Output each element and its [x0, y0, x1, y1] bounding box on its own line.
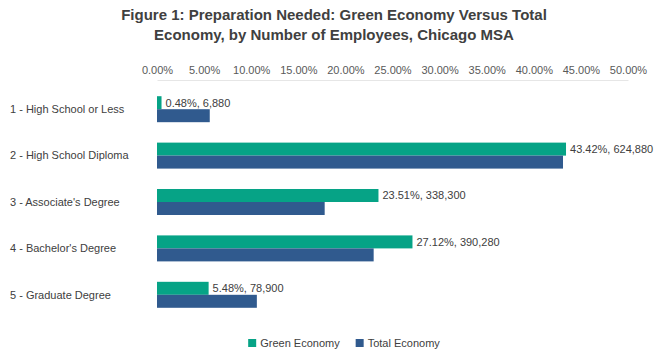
- tick: 25.00%: [374, 64, 412, 80]
- category-labels: 1 - High School or Less 2 - High School D…: [10, 103, 129, 301]
- tick-label: 45.00%: [563, 64, 601, 76]
- legend-swatch: [248, 339, 256, 347]
- bar: [157, 295, 257, 308]
- legend-item: Total Economy: [356, 337, 441, 349]
- tick: 50.00%: [610, 64, 648, 80]
- category-label: 3 - Associate's Degree: [10, 196, 120, 208]
- tick-label: 35.00%: [469, 64, 507, 76]
- tick-label: 0.00%: [142, 64, 173, 76]
- tick-label: 5.00%: [189, 64, 220, 76]
- bar: [157, 109, 210, 122]
- chart: Figure 1: Preparation Needed: Green Econ…: [0, 0, 668, 364]
- category-label: 1 - High School or Less: [10, 103, 125, 115]
- tick-label: 15.00%: [280, 64, 318, 76]
- data-label: 23.51%, 338,300: [382, 189, 465, 201]
- tick-label: 30.00%: [421, 64, 459, 76]
- category-label: 4 - Bachelor's Degree: [10, 242, 116, 254]
- axis-line: [158, 80, 629, 81]
- title: Figure 1: Preparation Needed: Green Econ…: [121, 6, 547, 43]
- bar: [157, 156, 563, 169]
- tick: 15.00%: [280, 64, 318, 80]
- tick: 45.00%: [563, 64, 601, 80]
- tick-label: 50.00%: [610, 64, 648, 76]
- legend-label: Green Economy: [260, 337, 340, 349]
- data-label: 0.48%, 6,880: [166, 97, 231, 109]
- tick: 0.00%: [142, 64, 173, 80]
- chart-title: Figure 1: Preparation Needed: Green Econ…: [121, 6, 547, 23]
- legend: Green Economy Total Economy: [248, 337, 440, 349]
- bar: [157, 189, 378, 202]
- bar: [157, 202, 325, 215]
- category-label: 2 - High School Diploma: [10, 149, 129, 161]
- tick-label: 10.00%: [233, 64, 271, 76]
- legend-label: Total Economy: [368, 337, 441, 349]
- data-label: 5.48%, 78,900: [213, 282, 284, 294]
- bar: [157, 96, 162, 109]
- tick: 5.00%: [189, 64, 220, 80]
- bar: [157, 282, 209, 295]
- bar: [157, 143, 566, 156]
- legend-swatch: [356, 339, 364, 347]
- tick: 10.00%: [233, 64, 271, 80]
- tick: 30.00%: [421, 64, 459, 80]
- data-label: 43.42%, 624,880: [570, 143, 653, 155]
- data-labels: 0.48%, 6,880 43.42%, 624,880 23.51%, 338,3…: [166, 97, 654, 295]
- tick-label: 25.00%: [374, 64, 412, 76]
- bars: [157, 96, 566, 308]
- chart-title: Economy, by Number of Employees, Chicago…: [154, 26, 514, 43]
- bar: [157, 235, 412, 248]
- tick-label: 20.00%: [327, 64, 365, 76]
- bar: [157, 248, 374, 261]
- tick: 40.00%: [516, 64, 554, 80]
- tick-label: 40.00%: [516, 64, 554, 76]
- x-axis: 0.00% 5.00% 10.00% 15.00% 20.00% 25.00% 30.00%…: [142, 64, 647, 81]
- tick: 35.00%: [469, 64, 507, 80]
- legend-item: Green Economy: [248, 337, 340, 349]
- tick: 20.00%: [327, 64, 365, 80]
- category-label: 5 - Graduate Degree: [10, 289, 111, 301]
- data-label: 27.12%, 390,280: [416, 236, 499, 248]
